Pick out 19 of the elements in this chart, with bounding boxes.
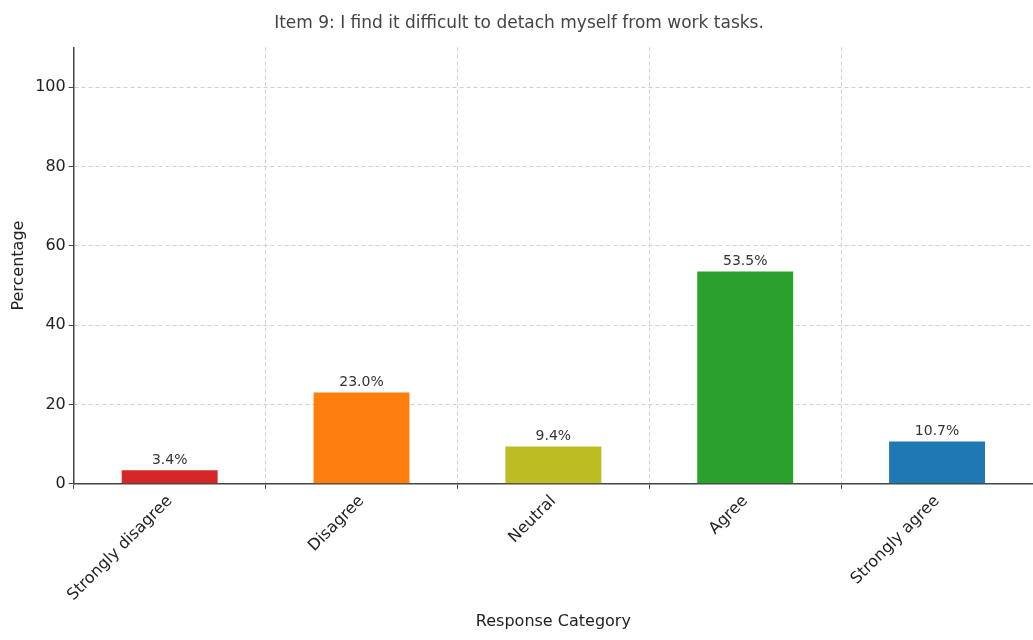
bar <box>313 392 410 484</box>
y-axis-title: Percentage <box>7 220 27 311</box>
bar <box>121 470 218 484</box>
bar <box>505 446 602 484</box>
data-label: 9.4% <box>535 427 572 444</box>
data-label: 23.0% <box>339 373 384 390</box>
y-tick-label: 20 <box>45 393 66 413</box>
y-tick-label: 0 <box>55 472 66 492</box>
x-axis-title: Response Category <box>475 610 631 630</box>
y-tick-label: 80 <box>45 155 66 175</box>
data-label: 53.5% <box>722 252 768 269</box>
chart-title: Item 9: I find it difficult to detach myself from work tasks. <box>274 11 764 32</box>
y-tick-label: 100 <box>35 76 66 96</box>
data-label: 3.4% <box>151 450 188 467</box>
y-tick-label: 40 <box>45 314 66 334</box>
bar <box>697 271 794 484</box>
bar <box>889 441 986 484</box>
data-label: 10.7% <box>914 422 960 439</box>
y-tick-label: 60 <box>45 234 66 254</box>
